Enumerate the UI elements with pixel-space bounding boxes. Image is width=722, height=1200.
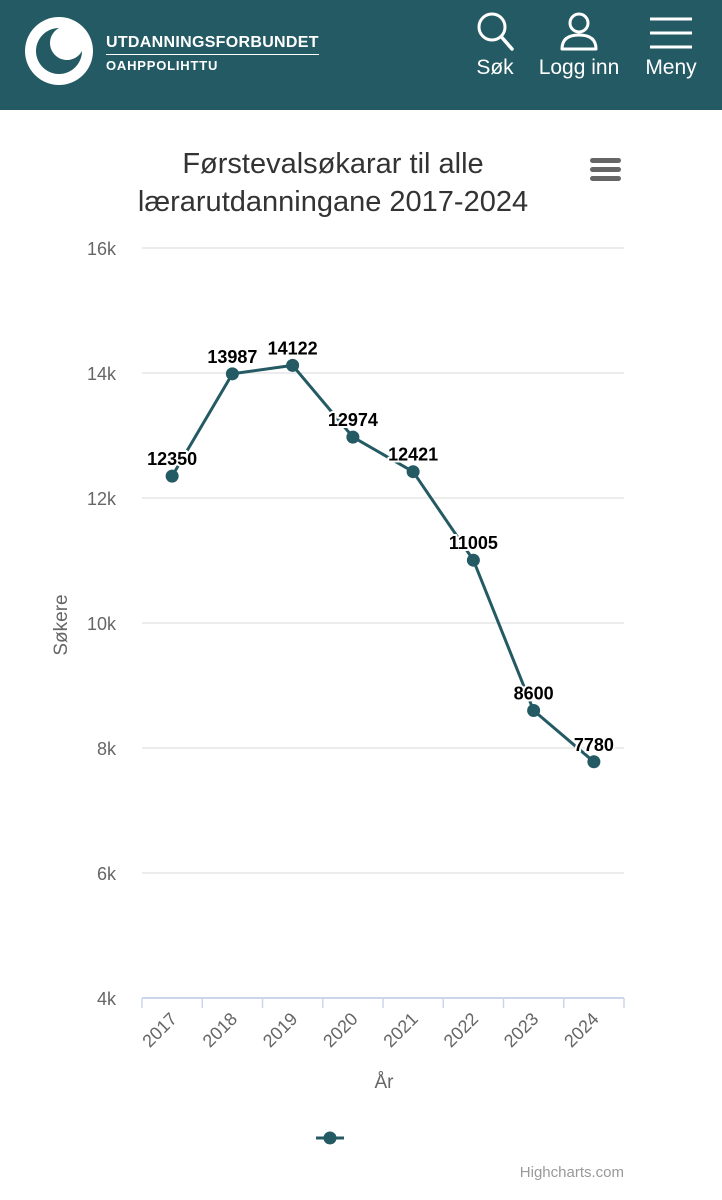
- x-tick-label: 2017: [138, 1009, 180, 1051]
- line-chart: Førstevalsøkarar til alle lærarutdanning…: [51, 148, 626, 1181]
- data-points: [165, 358, 601, 769]
- data-point[interactable]: [527, 704, 541, 717]
- hamburger-icon: [650, 17, 692, 49]
- x-axis-title: År: [375, 1072, 395, 1093]
- data-label: 12421: [388, 445, 438, 465]
- data-point[interactable]: [165, 469, 179, 483]
- chart-title-line2: lærarutdanningane 2017-2024: [138, 186, 528, 218]
- data-point[interactable]: [587, 755, 601, 769]
- data-point[interactable]: [225, 367, 239, 381]
- search-icon: [477, 12, 514, 51]
- x-tick-label: 2022: [440, 1009, 482, 1051]
- menu-label: Meny: [645, 56, 697, 79]
- org-name[interactable]: UTDANNINGSFORBUNDET OAHPPOLIHTTU: [106, 34, 319, 73]
- y-tick-label: 8k: [97, 739, 117, 759]
- chart-context-menu-icon[interactable]: [586, 156, 626, 186]
- data-label: 13987: [207, 347, 257, 367]
- login-button[interactable]: Logg inn: [534, 10, 624, 80]
- search-button[interactable]: Søk: [470, 10, 520, 80]
- data-label: 11005: [449, 533, 498, 553]
- site-header: UTDANNINGSFORBUNDET OAHPPOLIHTTU Søk Log…: [0, 0, 722, 110]
- data-label: 14122: [268, 338, 318, 358]
- data-point[interactable]: [286, 358, 300, 372]
- series-line: [170, 363, 595, 763]
- x-tick-label: 2018: [199, 1009, 241, 1051]
- y-axis-title: Søkere: [51, 594, 72, 655]
- search-label: Søk: [476, 56, 514, 79]
- data-point[interactable]: [466, 553, 480, 567]
- login-label: Logg inn: [538, 56, 620, 79]
- data-label: 12350: [147, 449, 197, 469]
- y-tick-label: 12k: [87, 489, 117, 509]
- x-tick-label: 2020: [319, 1009, 361, 1051]
- data-point[interactable]: [406, 465, 420, 479]
- y-tick-label: 16k: [87, 239, 117, 259]
- data-label: 8600: [514, 684, 554, 704]
- x-tick-label: 2019: [259, 1009, 301, 1051]
- data-labels: 12350 13987 14122 12974 12421 11005 8600 7780: [145, 336, 616, 756]
- org-logo-icon[interactable]: [24, 16, 94, 86]
- x-tick-marks: [141, 998, 625, 1008]
- org-name-line2: OAHPPOLIHTTU: [106, 58, 219, 73]
- menu-button[interactable]: Meny: [640, 10, 702, 80]
- y-tick-label: 10k: [87, 614, 117, 634]
- x-tick-labels: 2017 2018 2019 2020 2021 2022 2023 2024: [138, 1009, 602, 1051]
- legend-point-marker: [323, 1131, 337, 1145]
- y-tick-label: 4k: [97, 989, 117, 1009]
- y-tick-label: 6k: [97, 864, 117, 884]
- data-label: 7780: [574, 735, 614, 755]
- y-tick-label: 14k: [87, 364, 117, 384]
- y-tick-labels: 4k 6k 8k 10k 12k 14k 16k: [87, 239, 117, 1009]
- data-label: 12974: [328, 410, 378, 430]
- user-icon: [560, 12, 598, 51]
- legend-item[interactable]: [316, 1131, 344, 1145]
- x-tick-label: 2023: [500, 1009, 542, 1051]
- org-name-line1: UTDANNINGSFORBUNDET: [106, 34, 319, 55]
- data-point[interactable]: [346, 430, 360, 444]
- chart-credit[interactable]: Highcharts.com: [520, 1164, 624, 1181]
- x-tick-label: 2021: [379, 1009, 421, 1051]
- x-tick-label: 2024: [560, 1009, 602, 1051]
- chart-title-line1: Førstevalsøkarar til alle: [182, 148, 483, 180]
